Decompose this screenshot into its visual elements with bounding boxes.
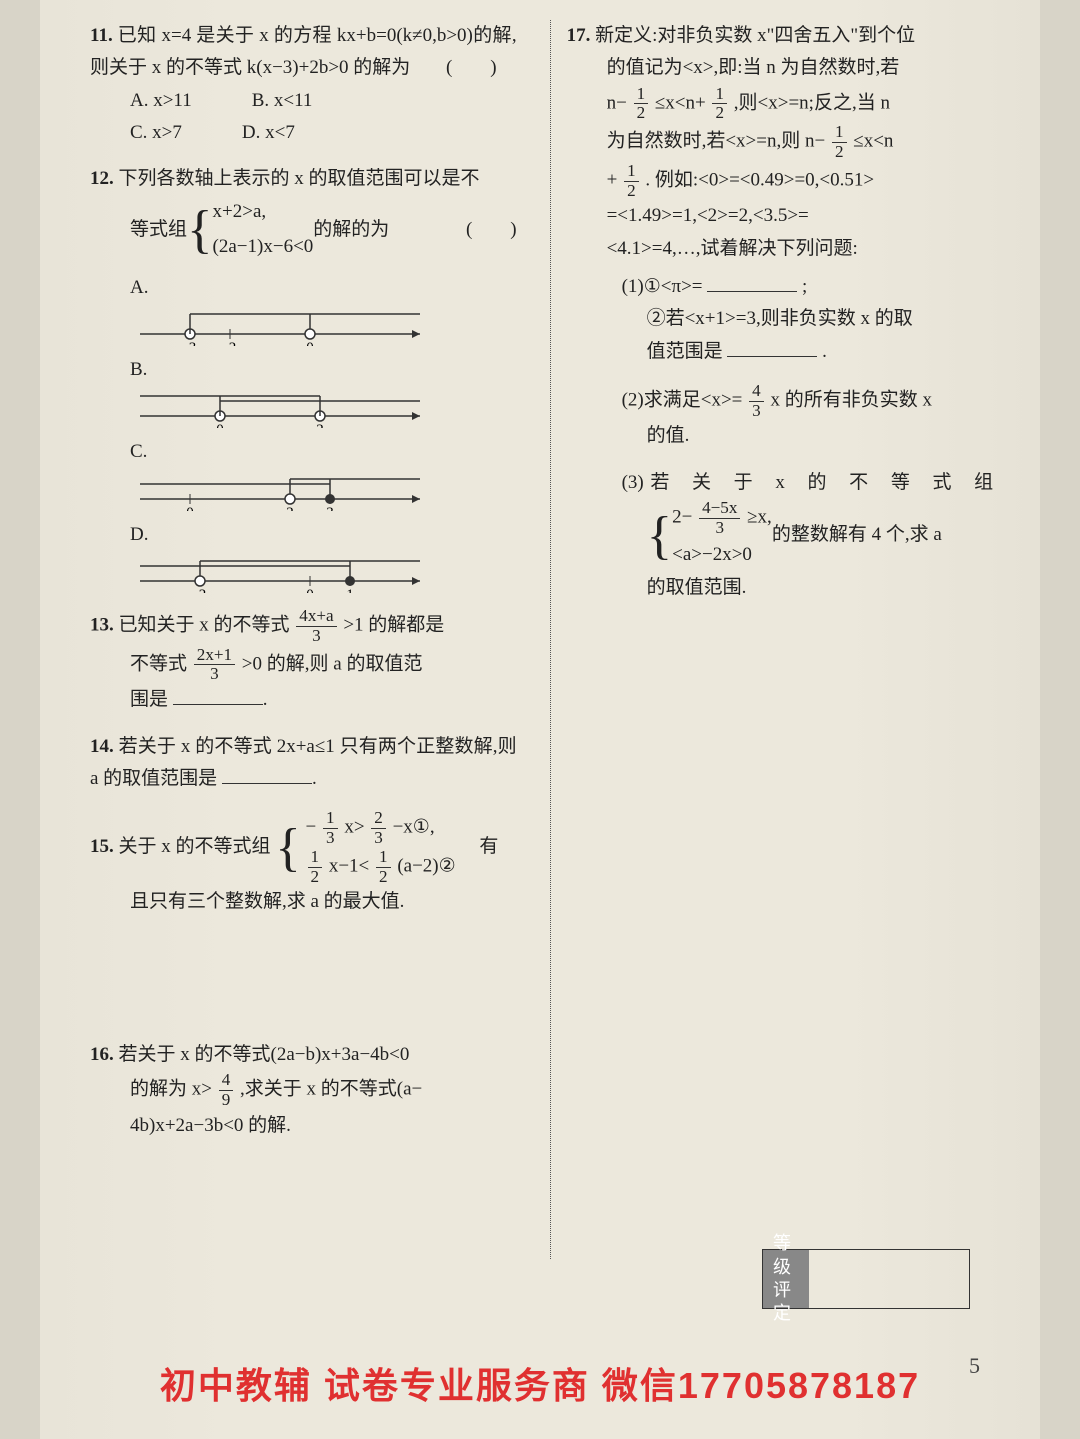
rating-box: 等级 评定 xyxy=(762,1249,970,1309)
q17-num: 17. xyxy=(567,25,591,46)
q15-b: 有 xyxy=(460,836,498,857)
q16-a: 若关于 x 的不等式(2a−b)x+3a−4b<0 xyxy=(119,1044,410,1065)
q11-C: C. x>7 xyxy=(130,117,182,149)
q12-sys1: x+2>a, xyxy=(213,195,314,229)
q12-text-c: 的解的为 xyxy=(313,214,389,246)
numberline-D: -2 0 1 xyxy=(130,551,430,593)
q15-num: 15. xyxy=(90,836,114,857)
q12-paren: ( ) xyxy=(466,214,517,246)
svg-text:0: 0 xyxy=(306,340,314,346)
q12-sys2: (2a−1)x−6<0 xyxy=(213,230,314,264)
q17-l2: 的值记为<x>,即:当 n 为自然数时,若 xyxy=(567,52,994,84)
svg-text:0: 0 xyxy=(306,587,314,593)
q12-num: 12. xyxy=(90,168,114,189)
q14-num: 14. xyxy=(90,736,114,757)
q13-e: 围是 xyxy=(130,689,168,710)
q11-A: A. x>11 xyxy=(130,85,192,117)
q17-l1: 新定义:对非负实数 x"四舍五入"到个位 xyxy=(595,25,915,46)
numberline-B: 0 2 xyxy=(130,386,430,428)
numberline-A: -3 -2 0 xyxy=(130,304,430,346)
svg-text:2: 2 xyxy=(316,422,324,428)
q12-optA: A. xyxy=(130,277,148,298)
svg-text:0: 0 xyxy=(186,505,194,511)
numberline-C: 0 2 3 xyxy=(130,469,430,511)
q13-c: 不等式 xyxy=(130,653,187,674)
q11-B: B. x<11 xyxy=(252,85,313,117)
q12-optB: B. xyxy=(130,359,147,380)
q15-a: 关于 x 的不等式组 xyxy=(119,836,271,857)
q12-text-a: 下列各数轴上表示的 x 的取值范围可以是不 xyxy=(119,168,480,189)
svg-text:-3: -3 xyxy=(184,340,197,346)
q11-paren: ( ) xyxy=(446,52,497,84)
svg-text:2: 2 xyxy=(286,505,294,511)
q17-1-blank2 xyxy=(727,338,817,357)
q12-text-b: 等式组 xyxy=(130,214,187,246)
svg-text:1: 1 xyxy=(346,587,354,593)
q17-1-blank1 xyxy=(707,273,797,292)
q13-a: 已知关于 x 的不等式 xyxy=(119,615,290,636)
q16-d: 4b)x+2a−3b<0 的解. xyxy=(90,1110,517,1142)
watermark: 初中教辅 试卷专业服务商 微信17705878187 xyxy=(0,1357,1080,1409)
q11-num: 11. xyxy=(90,25,113,46)
q16-b: 的解为 x> xyxy=(130,1079,212,1100)
q12-optC: C. xyxy=(130,441,147,462)
svg-text:3: 3 xyxy=(326,505,334,511)
q13-blank xyxy=(173,686,263,705)
q12-optD: D. xyxy=(130,524,148,545)
q13-d: >0 的解,则 a 的取值范 xyxy=(242,653,423,674)
q15-c: 且只有三个整数解,求 a 的最大值. xyxy=(90,886,517,918)
q13-num: 13. xyxy=(90,615,114,636)
svg-text:-2: -2 xyxy=(224,340,237,346)
q13-b: >1 的解都是 xyxy=(343,615,444,636)
q16-num: 16. xyxy=(90,1044,114,1065)
q11-D: D. x<7 xyxy=(242,117,295,149)
q16-c: ,求关于 x 的不等式(a− xyxy=(240,1079,422,1100)
svg-text:-2: -2 xyxy=(194,587,207,593)
svg-text:0: 0 xyxy=(216,422,224,428)
q14-blank xyxy=(222,765,312,784)
